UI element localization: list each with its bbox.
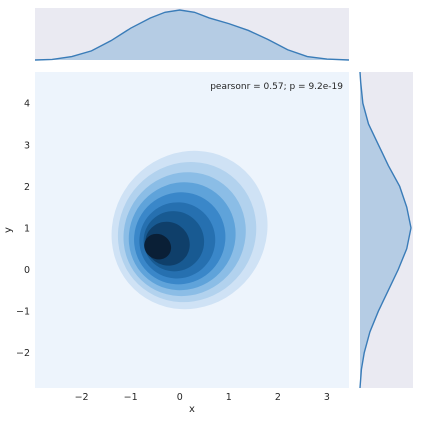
x-tick-label: 1 [226, 392, 232, 403]
y-tick-label: 2 [24, 182, 30, 193]
x-tick-label: −2 [75, 392, 89, 403]
x-tick-labels: −2 −1 0 1 2 3 [75, 392, 330, 403]
y-tick-label: 1 [24, 223, 30, 234]
x-tick-label: 0 [177, 392, 183, 403]
marginal-y-fill [360, 72, 411, 388]
y-tick-label: 4 [24, 99, 30, 110]
marginal-x-kde [34, 9, 350, 61]
marginal-x-fill [35, 10, 349, 60]
x-tick-label: 3 [324, 392, 330, 403]
marginal-y-line [359, 71, 412, 389]
marginal-y-kde [359, 71, 412, 389]
kde-contours [111, 150, 268, 310]
x-axis-label: x [189, 404, 195, 415]
kde-level-9 [144, 233, 172, 260]
y-axis-label: y [3, 227, 14, 233]
x-tick-label: −1 [124, 392, 138, 403]
y-tick-label: −2 [16, 348, 30, 359]
y-tick-label: 3 [24, 140, 30, 151]
y-tick-label: −1 [16, 307, 30, 318]
x-tick-label: 2 [275, 392, 281, 403]
y-tick-label: 0 [24, 265, 30, 276]
pearsonr-annotation: pearsonr = 0.57; p = 9.2e-19 [210, 82, 343, 92]
marginal-x-line [34, 9, 350, 61]
y-tick-labels: −2 −1 0 1 2 3 4 [16, 99, 30, 359]
